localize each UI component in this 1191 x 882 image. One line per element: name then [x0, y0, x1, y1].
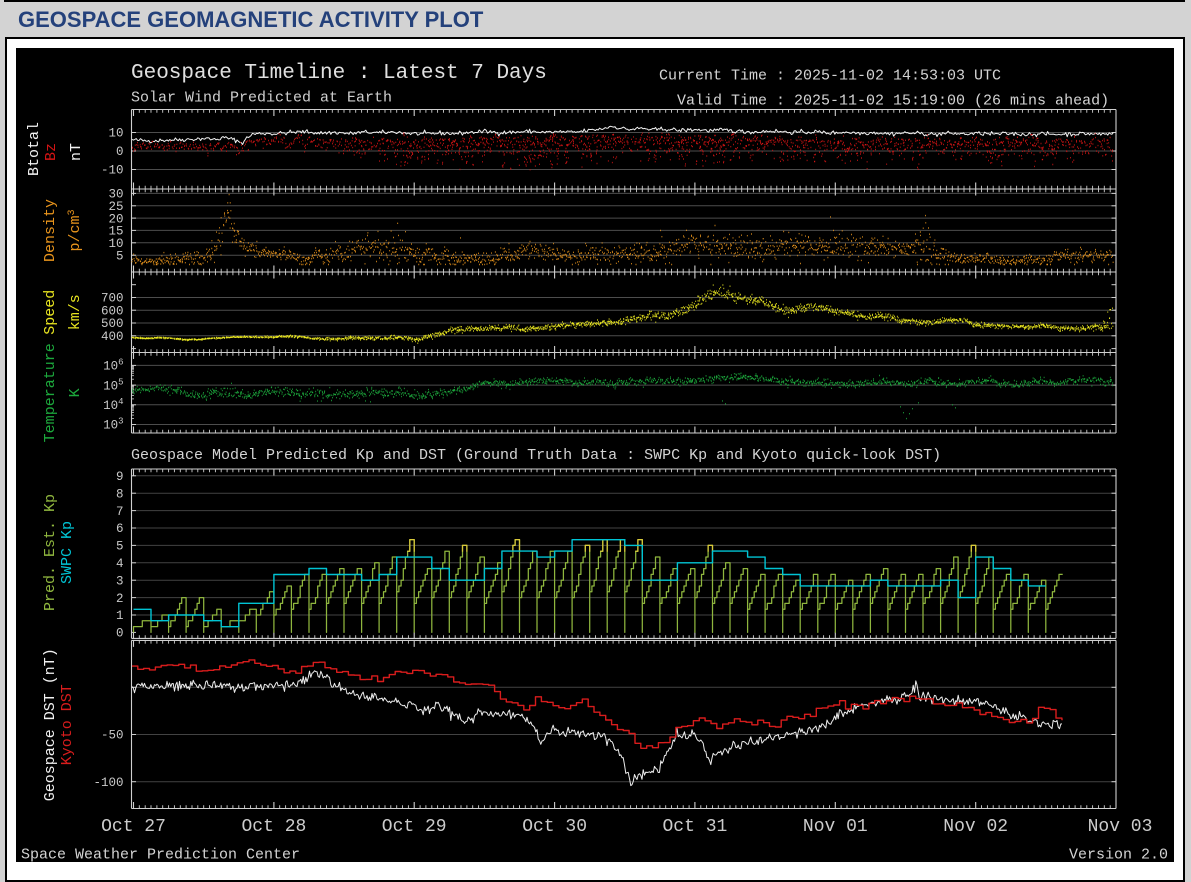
svg-text:Geospace DST (nT): Geospace DST (nT)	[42, 648, 59, 801]
svg-text:20: 20	[108, 212, 123, 226]
svg-text:600: 600	[101, 304, 124, 318]
svg-text:-10: -10	[101, 164, 124, 178]
svg-text:10: 10	[108, 127, 123, 141]
svg-text:1: 1	[116, 609, 124, 623]
svg-text:500: 500	[101, 317, 124, 331]
svg-text:K: K	[67, 388, 84, 397]
svg-text:Nov 01: Nov 01	[803, 817, 868, 837]
svg-text:0: 0	[116, 145, 124, 159]
svg-text:Geospace Timeline : Latest 7 D: Geospace Timeline : Latest 7 Days	[131, 62, 547, 85]
svg-text:Nov 03: Nov 03	[1088, 817, 1153, 837]
svg-text:-50: -50	[101, 729, 124, 743]
svg-text:8: 8	[116, 487, 124, 501]
svg-text:Geospace Model Predicted Kp an: Geospace Model Predicted Kp and DST (Gro…	[131, 447, 941, 464]
svg-text:Kyoto DST: Kyoto DST	[59, 684, 76, 765]
svg-text:10: 10	[108, 237, 123, 251]
svg-text:15: 15	[108, 225, 123, 239]
svg-text:Oct 29: Oct 29	[382, 817, 447, 837]
svg-text:Nov 02: Nov 02	[943, 817, 1008, 837]
svg-text:Current Time : 2025-11-02 14:5: Current Time : 2025-11-02 14:53:03 UTC	[659, 68, 1001, 85]
svg-text:Oct 31: Oct 31	[662, 817, 727, 837]
svg-text:7: 7	[116, 505, 124, 519]
svg-text:Space Weather Prediction Cente: Space Weather Prediction Center	[21, 847, 300, 863]
svg-text:6: 6	[116, 522, 124, 536]
svg-text:km/s: km/s	[67, 294, 84, 330]
svg-text:Btotal: Btotal	[26, 122, 43, 176]
svg-text:Valid Time : 2025-11-02 15:19:: Valid Time : 2025-11-02 15:19:00 (26 min…	[677, 93, 1109, 110]
svg-text:5: 5	[116, 540, 124, 554]
svg-text:Oct 28: Oct 28	[241, 817, 306, 837]
svg-text:30: 30	[108, 188, 123, 202]
svg-text:3: 3	[116, 574, 124, 588]
svg-text:700: 700	[101, 292, 124, 306]
svg-text:Temperature: Temperature	[42, 343, 59, 442]
svg-text:nT: nT	[68, 143, 85, 161]
svg-text:25: 25	[108, 200, 123, 214]
svg-text:-100: -100	[93, 776, 123, 790]
svg-text:Speed: Speed	[42, 290, 59, 335]
svg-text:5: 5	[116, 249, 124, 263]
svg-text:4: 4	[116, 557, 124, 571]
svg-text:0: 0	[116, 627, 124, 641]
svg-text:Density: Density	[42, 199, 59, 262]
svg-text:Bz: Bz	[43, 143, 60, 161]
svg-text:9: 9	[116, 470, 124, 484]
svg-text:Oct 30: Oct 30	[522, 817, 587, 837]
svg-text:Solar Wind Predicted at Earth: Solar Wind Predicted at Earth	[131, 90, 392, 107]
svg-text:SWPC Kp: SWPC Kp	[59, 521, 76, 584]
svg-text:Version 2.0: Version 2.0	[1069, 847, 1168, 863]
svg-text:2: 2	[116, 592, 124, 606]
svg-text:Oct 27: Oct 27	[101, 817, 166, 837]
svg-text:400: 400	[101, 330, 124, 344]
svg-text:p/cm3: p/cm3	[67, 209, 84, 251]
svg-text:Pred. Est. Kp: Pred. Est. Kp	[42, 494, 59, 611]
